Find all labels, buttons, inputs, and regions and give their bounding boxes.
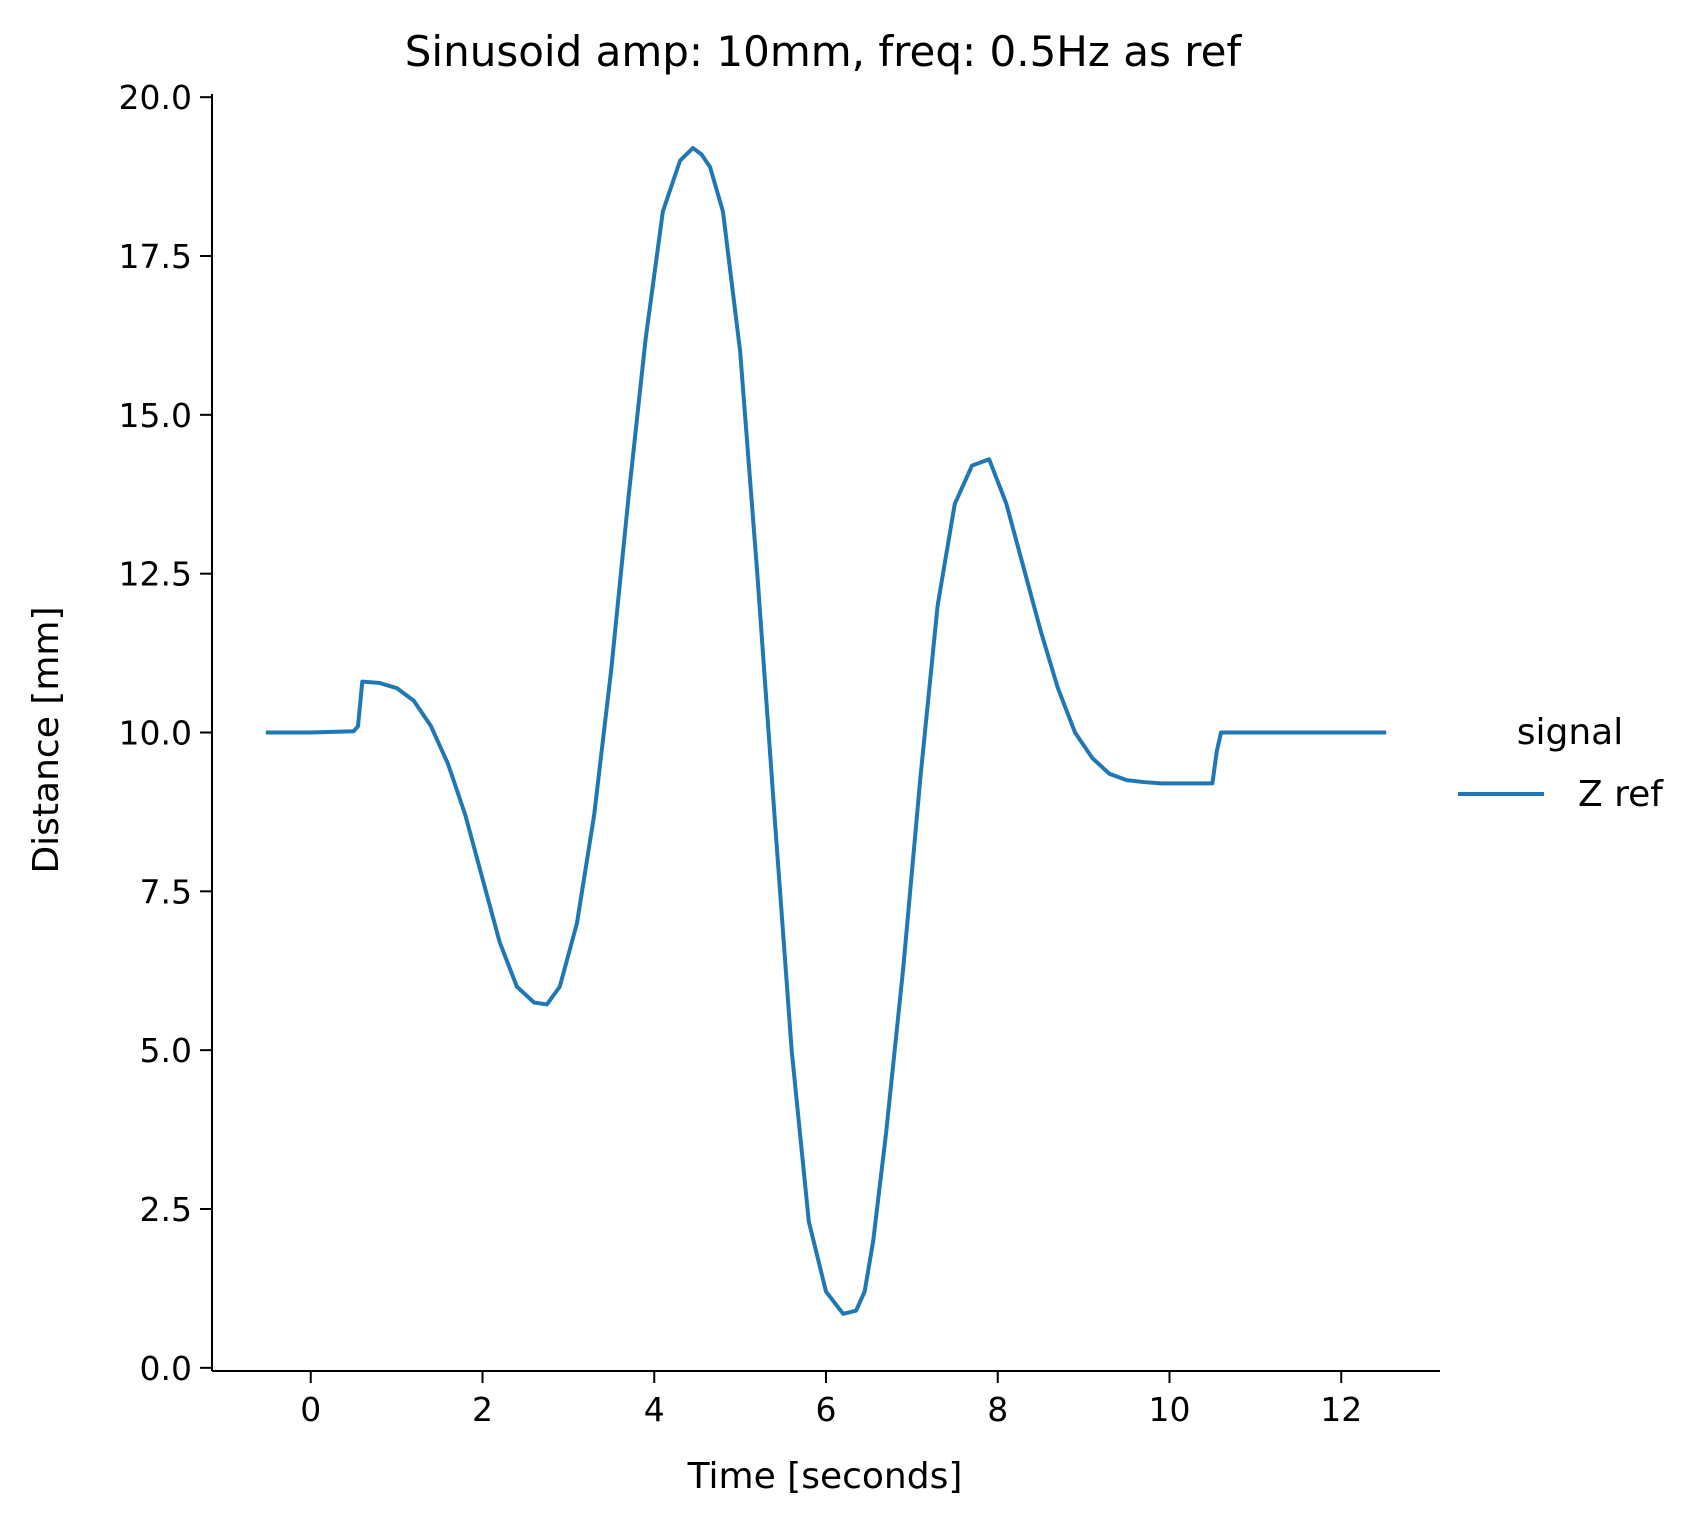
chart-title: Sinusoid amp: 10mm, freq: 0.5Hz as ref	[405, 27, 1243, 76]
series-line-z-ref	[265, 146, 1387, 1316]
y-tick-label: 2.5	[140, 1190, 192, 1229]
y-tick-label: 15.0	[119, 396, 192, 435]
y-tick-label: 17.5	[119, 237, 192, 276]
y-axis-ticks: 0.0 2.5 5.0 7.5 10.0 12.5 15.0 17.5 20.0	[119, 78, 212, 1388]
y-tick-label: 12.5	[119, 555, 192, 594]
x-tick-label: 4	[644, 1390, 665, 1429]
y-tick-label: 7.5	[140, 872, 192, 911]
x-tick-label: 10	[1148, 1390, 1190, 1429]
x-axis-label: Time [seconds]	[687, 1456, 963, 1497]
x-axis-ticks: 0 2 4 6 8 10 12	[300, 1371, 1362, 1429]
x-tick-label: 0	[300, 1390, 321, 1429]
x-tick-label: 8	[987, 1390, 1008, 1429]
legend-title: signal	[1517, 712, 1624, 753]
y-axis-label: Distance [mm]	[26, 606, 67, 873]
y-tick-label: 20.0	[119, 78, 192, 117]
x-tick-label: 6	[816, 1390, 837, 1429]
legend-label-z-ref: Z ref	[1578, 774, 1664, 815]
legend: signal Z ref	[1458, 712, 1664, 815]
y-tick-label: 0.0	[140, 1349, 192, 1388]
series-layer	[265, 146, 1387, 1316]
y-tick-label: 5.0	[140, 1031, 192, 1070]
x-tick-label: 2	[472, 1390, 493, 1429]
y-tick-label: 10.0	[119, 714, 192, 753]
x-tick-label: 12	[1320, 1390, 1362, 1429]
